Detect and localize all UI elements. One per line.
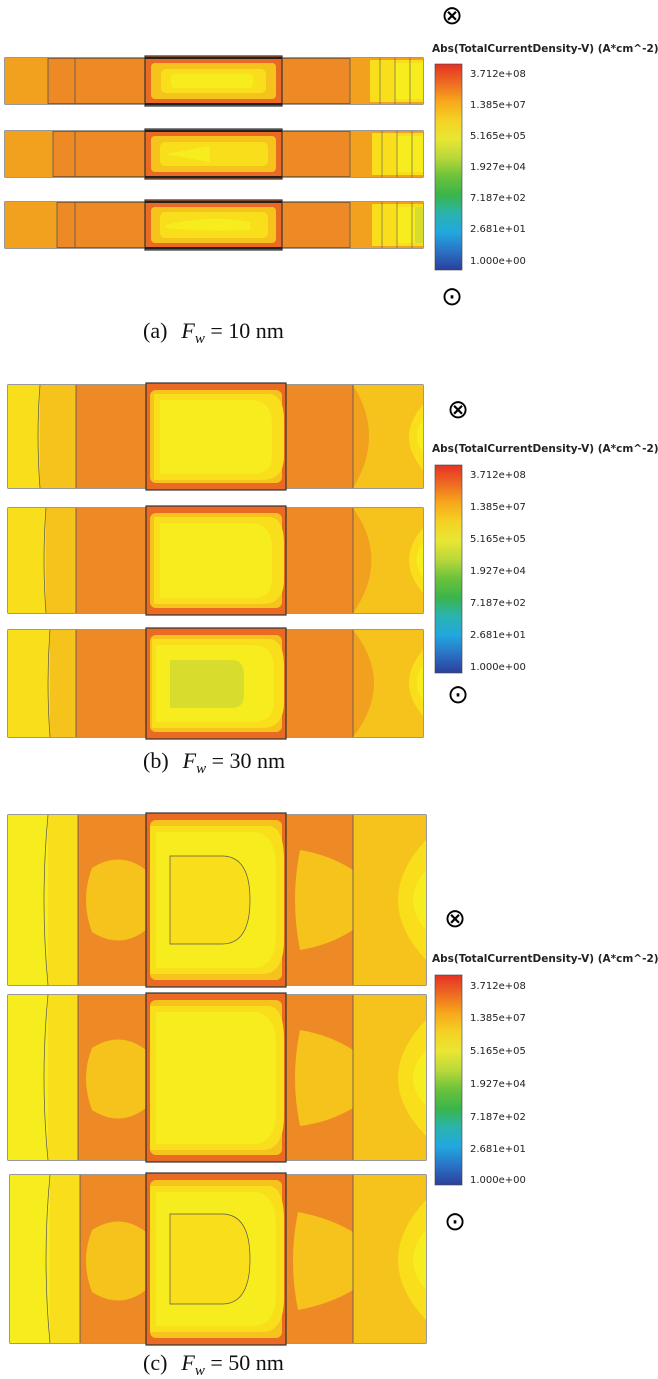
- current-into-page-icon: ⊗: [441, 1, 463, 31]
- colorbar-title: Abs(TotalCurrentDensity-V) (A*cm^-2): [432, 953, 658, 965]
- device-strip: [4, 199, 424, 251]
- colorbar-tick: 3.712e+08: [470, 470, 526, 481]
- colorbar-tick: 3.712e+08: [470, 981, 526, 992]
- device-strip: [7, 505, 424, 616]
- colorbar-title: Abs(TotalCurrentDensity-V) (A*cm^-2): [432, 443, 658, 455]
- colorbar: [434, 974, 463, 1186]
- colorbar-tick: 2.681e+01: [470, 630, 526, 641]
- panel-caption: (c) Fw = 50 nm: [143, 1350, 284, 1379]
- colorbar-tick: 1.000e+00: [470, 1175, 526, 1186]
- colorbar-tick: 1.385e+07: [470, 100, 526, 111]
- colorbar: [434, 63, 463, 271]
- colorbar-tick: 5.165e+05: [470, 131, 526, 142]
- colorbar-tick: 1.927e+04: [470, 162, 526, 173]
- colorbar-tick: 1.927e+04: [470, 566, 526, 577]
- panel-caption: (a) Fw = 10 nm: [143, 318, 284, 347]
- colorbar-tick: 7.187e+02: [470, 193, 526, 204]
- device-strip: [7, 627, 424, 740]
- device-strip: [7, 992, 427, 1163]
- colorbar-tick: 1.927e+04: [470, 1079, 526, 1090]
- device-strip: [4, 55, 424, 107]
- panel-b: ⊗ Abs(TotalCurrentDensity-V) (A*cm^-2) 3…: [7, 382, 658, 777]
- colorbar: [434, 464, 463, 674]
- current-into-page-icon: ⊗: [447, 395, 469, 425]
- colorbar-tick: 2.681e+01: [470, 1144, 526, 1155]
- device-strip: [7, 382, 424, 491]
- device-strip: [7, 812, 427, 988]
- colorbar-tick: 1.385e+07: [470, 502, 526, 513]
- colorbar-tick: 5.165e+05: [470, 1046, 526, 1057]
- colorbar-tick: 7.187e+02: [470, 598, 526, 609]
- colorbar-tick: 3.712e+08: [470, 69, 526, 80]
- colorbar-legend: ⊗ Abs(TotalCurrentDensity-V) (A*cm^-2) 3…: [432, 395, 658, 710]
- device-strip: [9, 1172, 427, 1346]
- panel-caption: (b) Fw = 30 nm: [143, 748, 285, 777]
- colorbar-tick: 1.000e+00: [470, 662, 526, 673]
- panel-a: ⊗ Abs(TotalCurrentDensity-V) (A*cm^-2) 3…: [4, 1, 658, 347]
- current-out-of-page-icon: ⊙: [447, 680, 469, 710]
- current-out-of-page-icon: ⊙: [441, 282, 463, 312]
- colorbar-title: Abs(TotalCurrentDensity-V) (A*cm^-2): [432, 43, 658, 55]
- current-into-page-icon: ⊗: [444, 904, 466, 934]
- colorbar-tick: 5.165e+05: [470, 534, 526, 545]
- colorbar-tick: 1.000e+00: [470, 256, 526, 267]
- device-strip: [4, 128, 424, 180]
- current-out-of-page-icon: ⊙: [444, 1207, 466, 1237]
- colorbar-tick: 7.187e+02: [470, 1112, 526, 1123]
- panel-c: ⊗ Abs(TotalCurrentDensity-V) (A*cm^-2) 3…: [7, 812, 658, 1379]
- colorbar-legend: ⊗ Abs(TotalCurrentDensity-V) (A*cm^-2) 3…: [432, 904, 658, 1237]
- colorbar-tick: 2.681e+01: [470, 224, 526, 235]
- colorbar-legend: ⊗ Abs(TotalCurrentDensity-V) (A*cm^-2) 3…: [432, 1, 658, 312]
- colorbar-tick: 1.385e+07: [470, 1013, 526, 1024]
